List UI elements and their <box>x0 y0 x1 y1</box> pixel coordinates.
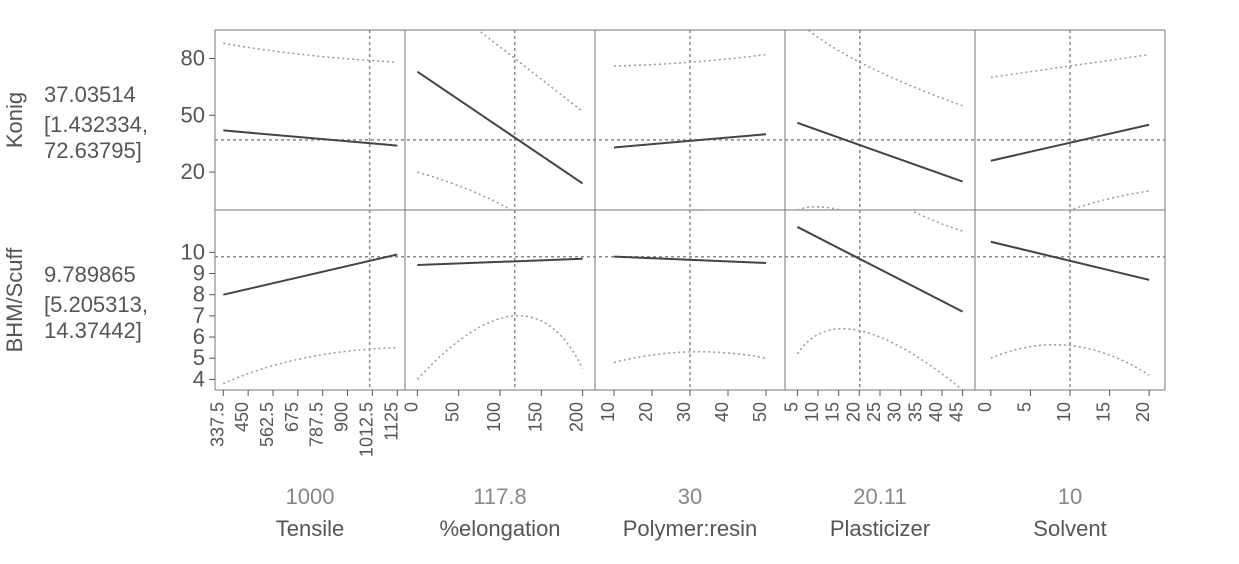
svg-text:337.5: 337.5 <box>207 402 227 447</box>
svg-text:35: 35 <box>905 402 925 422</box>
svg-text:80: 80 <box>181 45 205 70</box>
factor-current-value: 20.11 <box>853 484 906 509</box>
svg-text:50: 50 <box>181 102 205 127</box>
svg-text:1012.5: 1012.5 <box>356 402 376 457</box>
factor-current-value: 30 <box>678 484 702 509</box>
factor-current-value: 117.8 <box>473 484 526 509</box>
svg-text:10: 10 <box>1054 402 1074 422</box>
svg-text:50: 50 <box>443 402 463 422</box>
svg-text:450: 450 <box>232 402 252 432</box>
response-name: BHM/Scuff <box>2 247 27 353</box>
svg-text:900: 900 <box>332 402 352 432</box>
svg-text:20: 20 <box>181 159 205 184</box>
response-estimate: 9.789865 <box>44 262 136 287</box>
factor-name: %elongation <box>439 516 560 541</box>
svg-text:0: 0 <box>975 402 995 412</box>
svg-text:0: 0 <box>401 402 421 412</box>
svg-text:10: 10 <box>181 239 205 264</box>
response-ci-hi: 72.63795] <box>44 138 142 163</box>
svg-text:30: 30 <box>885 402 905 422</box>
svg-text:40: 40 <box>712 402 732 422</box>
svg-text:20: 20 <box>843 402 863 422</box>
svg-text:200: 200 <box>567 402 587 432</box>
response-ci-hi: 14.37442] <box>44 318 142 343</box>
svg-text:100: 100 <box>484 402 504 432</box>
svg-text:15: 15 <box>823 402 843 422</box>
factor-name: Tensile <box>276 516 344 541</box>
svg-text:40: 40 <box>926 402 946 422</box>
svg-text:45: 45 <box>947 402 967 422</box>
svg-text:562.5: 562.5 <box>257 402 277 447</box>
factor-name: Solvent <box>1033 516 1106 541</box>
response-name: Konig <box>2 92 27 148</box>
svg-text:675: 675 <box>282 402 302 432</box>
profiler-chart: 20508045678910Konig37.03514[1.432334,72.… <box>0 0 1239 564</box>
svg-text:5: 5 <box>781 402 801 412</box>
svg-text:150: 150 <box>525 402 545 432</box>
factor-current-value: 1000 <box>286 484 335 509</box>
response-ci-lo: [5.205313, <box>44 292 148 317</box>
svg-text:20: 20 <box>1133 402 1153 422</box>
svg-text:20: 20 <box>636 402 656 422</box>
profiler-svg: 20508045678910Konig37.03514[1.432334,72.… <box>0 0 1239 564</box>
factor-name: Polymer:resin <box>623 516 757 541</box>
svg-text:5: 5 <box>1014 402 1034 412</box>
svg-text:50: 50 <box>750 402 770 422</box>
response-ci-lo: [1.432334, <box>44 112 148 137</box>
factor-name: Plasticizer <box>830 516 930 541</box>
svg-text:787.5: 787.5 <box>307 402 327 447</box>
svg-text:1125: 1125 <box>381 402 401 441</box>
factor-current-value: 10 <box>1058 484 1082 509</box>
svg-text:25: 25 <box>864 402 884 422</box>
svg-text:30: 30 <box>674 402 694 422</box>
svg-text:15: 15 <box>1094 402 1114 422</box>
response-estimate: 37.03514 <box>44 82 136 107</box>
svg-text:10: 10 <box>598 402 618 422</box>
svg-text:10: 10 <box>802 402 822 422</box>
